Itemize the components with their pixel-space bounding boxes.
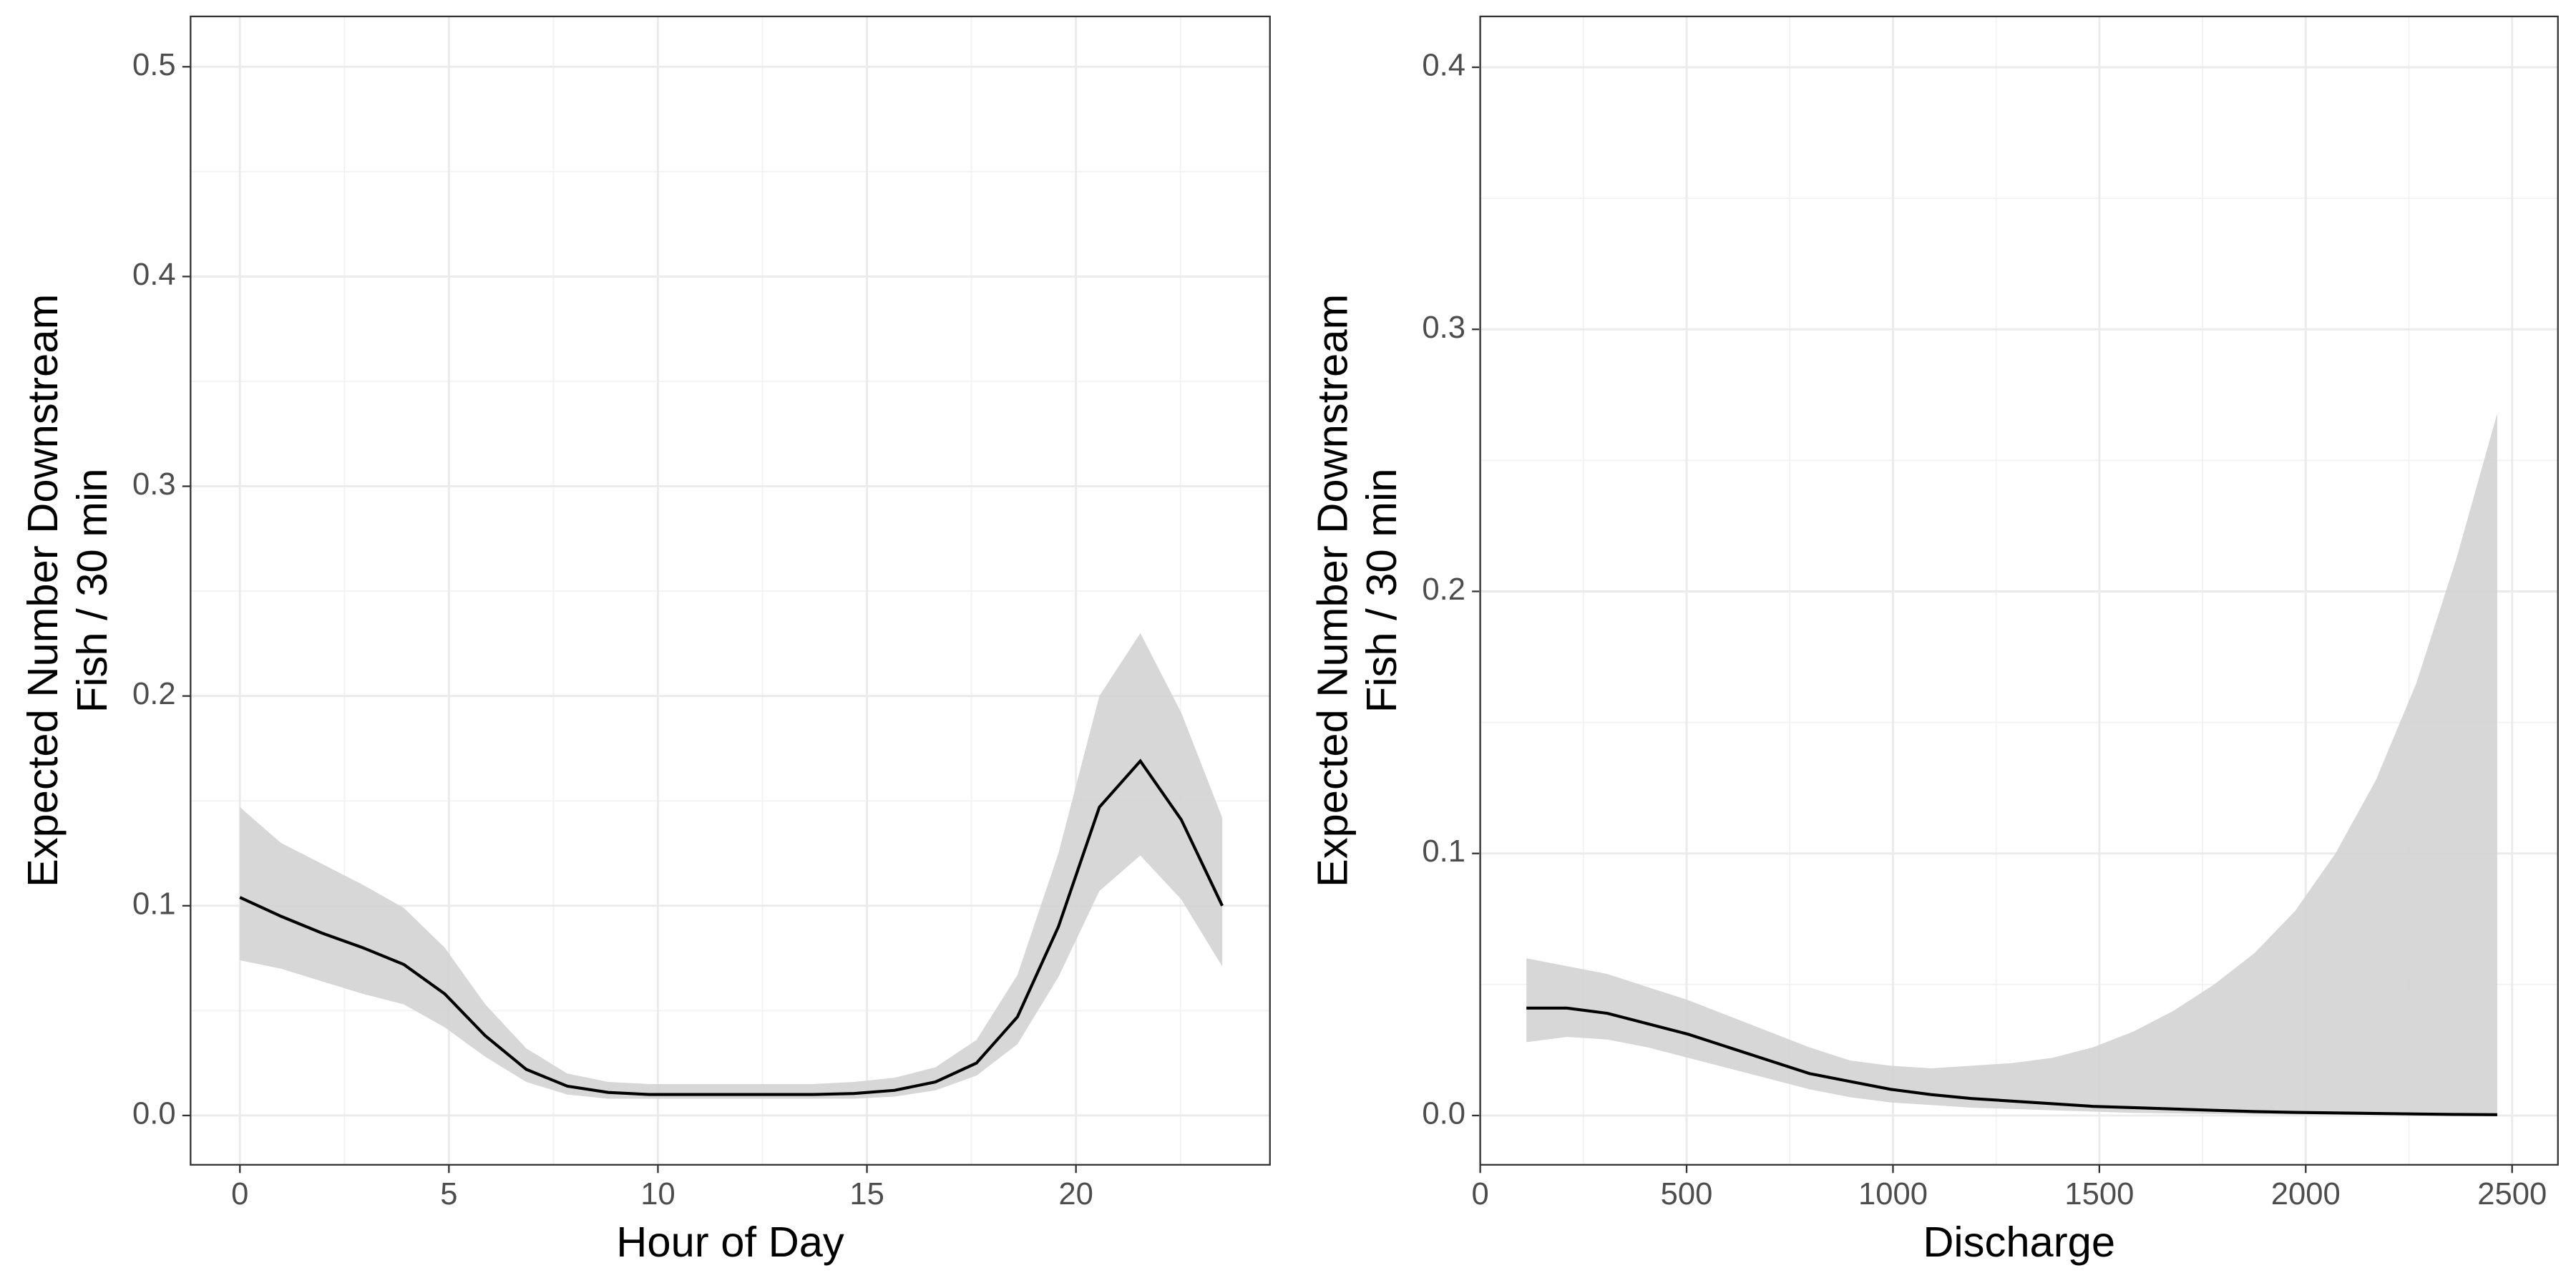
y-axis-title: Fish / 30 min bbox=[68, 469, 116, 713]
x-tick-label: 10 bbox=[640, 1177, 675, 1211]
x-tick-label: 0 bbox=[231, 1177, 248, 1211]
x-tick-label: 1000 bbox=[1858, 1177, 1928, 1211]
x-axis-title: Discharge bbox=[1923, 1218, 2115, 1266]
fit-line bbox=[1526, 1006, 2497, 1116]
x-tick-label: 20 bbox=[1058, 1177, 1093, 1211]
y-tick-label: 0.1 bbox=[1422, 834, 1465, 869]
panel-border bbox=[190, 15, 1271, 1166]
y-tick-label: 0.0 bbox=[1422, 1096, 1465, 1131]
x-tick-label: 15 bbox=[849, 1177, 884, 1211]
y-tick-label: 0.0 bbox=[132, 1096, 176, 1131]
x-tick-label: 2000 bbox=[2271, 1177, 2341, 1211]
y-tick-label: 0.3 bbox=[1422, 311, 1465, 345]
panel-border bbox=[1479, 15, 2559, 1166]
y-tick-label: 0.1 bbox=[132, 887, 176, 921]
x-tick-label: 0 bbox=[1471, 1177, 1488, 1211]
y-tick-label: 0.4 bbox=[1422, 49, 1465, 83]
x-tick-label: 500 bbox=[1661, 1177, 1713, 1211]
y-tick-label: 0.5 bbox=[132, 48, 176, 82]
y-axis-title: Expected Number Downstream bbox=[1308, 294, 1356, 887]
x-axis-title: Hour of Day bbox=[616, 1218, 844, 1266]
fit-line bbox=[239, 758, 1224, 1096]
y-tick-label: 0.3 bbox=[132, 467, 176, 502]
y-tick-label: 0.2 bbox=[132, 677, 176, 711]
confidence-band bbox=[1526, 413, 2497, 1116]
y-tick-label: 0.4 bbox=[132, 258, 176, 292]
y-axis-title: Fish / 30 min bbox=[1357, 469, 1405, 713]
y-tick-label: 0.2 bbox=[1422, 572, 1465, 607]
confidence-band bbox=[240, 633, 1223, 1099]
x-tick-label: 1500 bbox=[2064, 1177, 2134, 1211]
x-tick-label: 5 bbox=[440, 1177, 457, 1211]
x-tick-label: 2500 bbox=[2477, 1177, 2547, 1211]
y-axis-title: Expected Number Downstream bbox=[19, 294, 67, 887]
